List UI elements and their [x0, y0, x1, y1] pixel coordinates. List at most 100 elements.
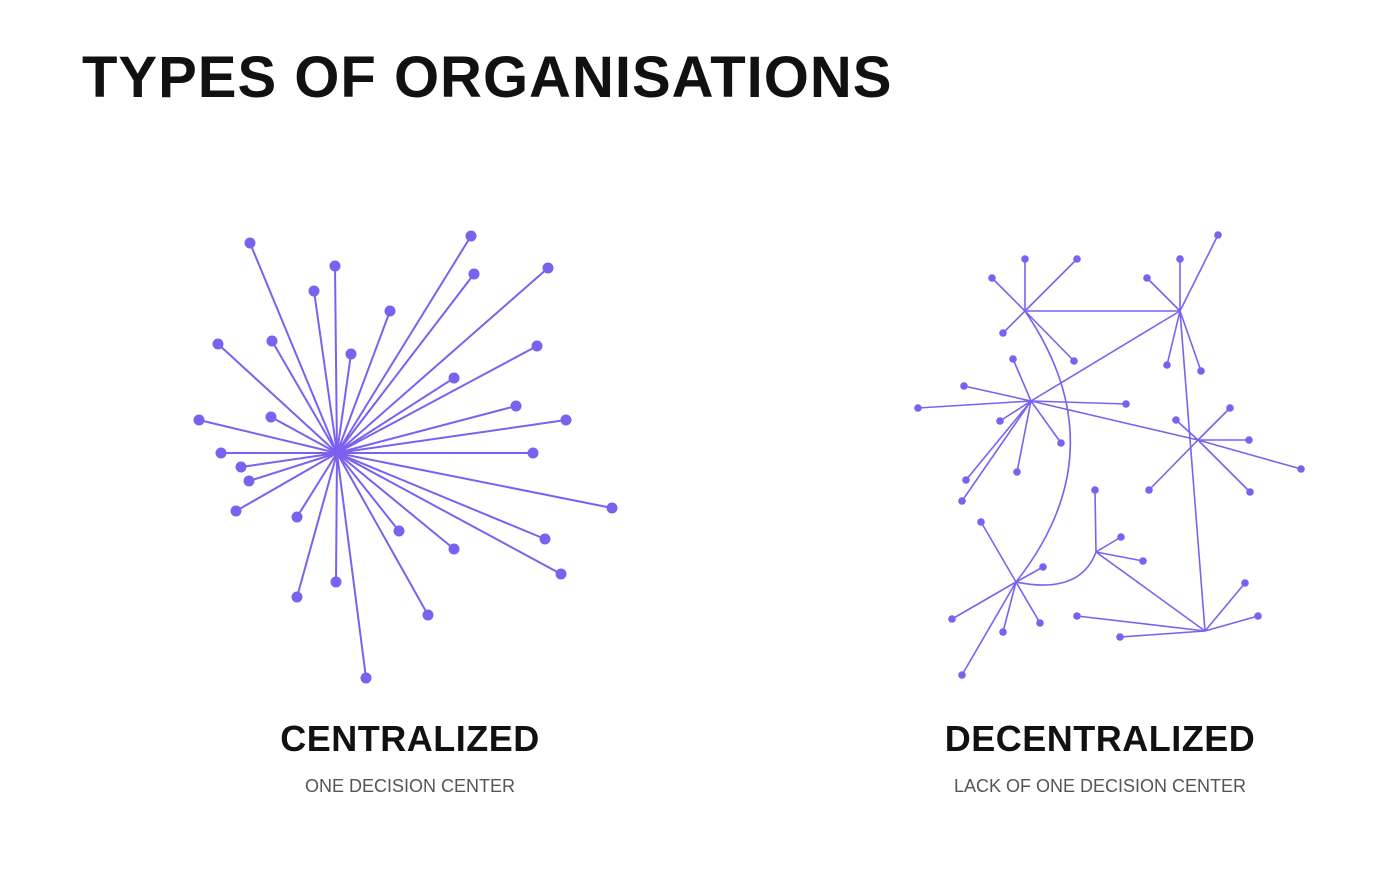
edge [336, 452, 455, 550]
node [1145, 486, 1153, 494]
node [329, 260, 341, 272]
edge [991, 277, 1026, 312]
edge [1015, 566, 1044, 583]
edge [1030, 400, 1062, 444]
node [193, 414, 205, 426]
node [1143, 274, 1151, 282]
node [1021, 255, 1029, 263]
node [291, 511, 303, 523]
title: TYPES OF ORGANISATIONS [82, 45, 893, 110]
node [560, 414, 572, 426]
edge [198, 419, 338, 454]
edge [336, 452, 546, 540]
node [539, 533, 551, 545]
node [266, 335, 278, 347]
node [914, 404, 922, 412]
edge [240, 452, 338, 468]
node [448, 372, 460, 384]
node [1245, 436, 1253, 444]
node [265, 411, 277, 423]
node [1116, 633, 1124, 641]
node [1163, 361, 1171, 369]
edge [336, 452, 429, 616]
edge [1166, 310, 1181, 366]
node [1122, 400, 1130, 408]
edge [1030, 310, 1181, 402]
node [999, 628, 1007, 636]
node [1013, 468, 1021, 476]
edge [1095, 551, 1144, 562]
edge [336, 345, 538, 454]
edge [217, 343, 338, 454]
edge [1015, 581, 1041, 624]
node [1036, 619, 1044, 627]
edge [270, 416, 338, 454]
node [448, 543, 460, 555]
node [1176, 255, 1184, 263]
edge [1095, 536, 1122, 553]
node [988, 274, 996, 282]
node [527, 447, 539, 459]
edge [917, 400, 1032, 409]
node [542, 262, 554, 274]
node [1172, 416, 1180, 424]
node [960, 382, 968, 390]
edge [296, 452, 338, 598]
edge [1095, 551, 1206, 632]
edge [336, 452, 562, 575]
node [465, 230, 477, 242]
edge [961, 400, 1032, 502]
edge [999, 400, 1032, 422]
edge [334, 265, 338, 454]
node [330, 576, 342, 588]
edge [249, 242, 338, 454]
edge [961, 581, 1017, 676]
node [1254, 612, 1262, 620]
edge [1146, 277, 1181, 312]
node [531, 340, 543, 352]
edge [951, 581, 1017, 620]
node [468, 268, 480, 280]
edge [313, 290, 338, 454]
node [996, 417, 1004, 425]
edge [1015, 310, 1072, 583]
node [1009, 355, 1017, 363]
node [393, 525, 405, 537]
node [1139, 557, 1147, 565]
node [977, 518, 985, 526]
edge [271, 340, 338, 454]
node [555, 568, 567, 580]
node [999, 329, 1007, 337]
edge [336, 310, 391, 454]
node [243, 475, 255, 487]
edge [1119, 630, 1206, 638]
edge [335, 452, 338, 583]
node [1057, 439, 1065, 447]
node [244, 237, 256, 249]
node [1039, 563, 1047, 571]
edge [1030, 400, 1127, 405]
node [1117, 533, 1125, 541]
edge [1012, 358, 1032, 402]
node [606, 502, 618, 514]
panel-subtitle: ONE DECISION CENTER [304, 776, 516, 796]
edge [235, 452, 338, 512]
node [1091, 486, 1099, 494]
edge [1179, 234, 1219, 312]
node [1214, 231, 1222, 239]
edge [1002, 310, 1026, 334]
edge [296, 452, 338, 518]
edge [1179, 310, 1206, 632]
edge [248, 452, 338, 482]
edge [1197, 407, 1231, 441]
edge [1204, 615, 1259, 632]
node [360, 672, 372, 684]
node [308, 285, 320, 297]
node [958, 497, 966, 505]
node [1297, 465, 1305, 473]
edge [980, 521, 1017, 583]
node [1073, 255, 1081, 263]
edge [336, 273, 475, 454]
edge [963, 385, 1032, 402]
